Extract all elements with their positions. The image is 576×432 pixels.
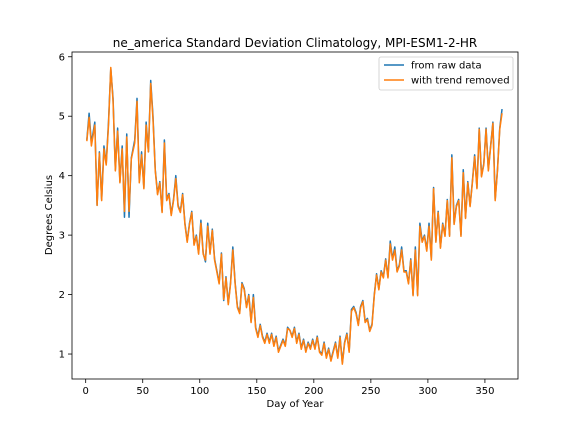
legend: from raw data with trend removed bbox=[379, 57, 513, 90]
y-tick-label: 5 bbox=[59, 112, 65, 123]
x-tick-label: 100 bbox=[190, 386, 209, 397]
x-tick-label: 0 bbox=[83, 386, 89, 397]
y-tick-label: 1 bbox=[59, 350, 65, 361]
x-axis-label: Day of Year bbox=[267, 399, 325, 410]
y-axis-label: Degrees Celsius bbox=[44, 175, 55, 255]
x-tick-label: 300 bbox=[418, 386, 437, 397]
y-tick-label: 4 bbox=[59, 171, 65, 182]
y-tick-label: 3 bbox=[59, 231, 65, 242]
y-tick-label: 6 bbox=[59, 52, 65, 63]
chart-title: ne_america Standard Deviation Climatolog… bbox=[113, 36, 478, 50]
x-tick-label: 250 bbox=[361, 386, 380, 397]
x-tick-label: 200 bbox=[304, 386, 323, 397]
y-tick-label: 2 bbox=[59, 290, 65, 301]
legend-label-detrended: with trend removed bbox=[411, 76, 510, 87]
x-tick-label: 150 bbox=[247, 386, 266, 397]
x-tick-label: 350 bbox=[475, 386, 494, 397]
x-tick-label: 50 bbox=[136, 386, 149, 397]
legend-label-raw: from raw data bbox=[411, 61, 482, 72]
